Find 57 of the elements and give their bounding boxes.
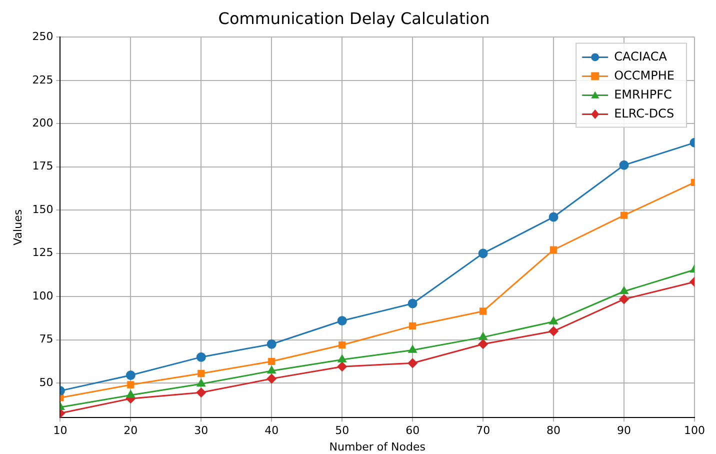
point [619,160,629,170]
y-tick-label: 50 [39,376,54,389]
x-tick-label: 50 [335,424,350,438]
point [198,370,205,378]
point [266,374,276,384]
point [409,322,416,330]
point [478,339,488,349]
point [266,339,276,349]
chart-title: Communication Delay Calculation [218,8,490,28]
point [619,294,629,304]
point [338,341,346,349]
y-tick-label: 200 [32,116,54,130]
x-tick-label: 20 [124,424,138,438]
point [408,298,418,308]
point [478,248,488,258]
y-tick-label: 150 [32,202,54,216]
legend-label: EMRHPFC [614,87,672,102]
x-tick-label: 70 [476,424,490,438]
point [126,370,136,380]
point [337,316,347,326]
legend-label: OCCMPHE [614,68,675,82]
point [338,354,346,362]
legend-label: ELRC-DCS [614,106,674,120]
y-tick-label: 125 [32,246,54,260]
point [127,381,134,388]
legend-label: CACIACA [614,49,668,64]
y-tick-label: 175 [32,160,54,173]
point [620,286,628,294]
y-tick-label: 75 [39,332,54,346]
point [549,316,558,324]
x-tick-label: 60 [406,424,420,438]
y-tick-label: 225 [32,73,54,86]
y-axis-title: Values [11,209,24,246]
x-tick-label: 10 [53,424,68,438]
y-tick-label: 250 [32,30,54,44]
x-tick-label: 90 [617,424,632,438]
x-tick-label: 80 [546,424,561,438]
point [126,390,135,398]
point [478,332,488,340]
x-tick-label: 30 [194,424,208,438]
x-axis-title: Number of Nodes [329,440,426,454]
point [620,212,628,219]
point [196,388,206,398]
point [196,352,206,362]
point [337,362,347,372]
y-tick-label: 100 [32,289,54,302]
point [548,212,558,222]
point [479,308,487,315]
point [408,345,417,353]
point [408,358,418,368]
x-tick-label: 40 [264,424,279,438]
point [268,358,276,365]
point [548,326,558,336]
point [196,379,206,387]
x-tick-label: 100 [684,424,705,438]
point [550,246,558,254]
point [267,366,276,374]
